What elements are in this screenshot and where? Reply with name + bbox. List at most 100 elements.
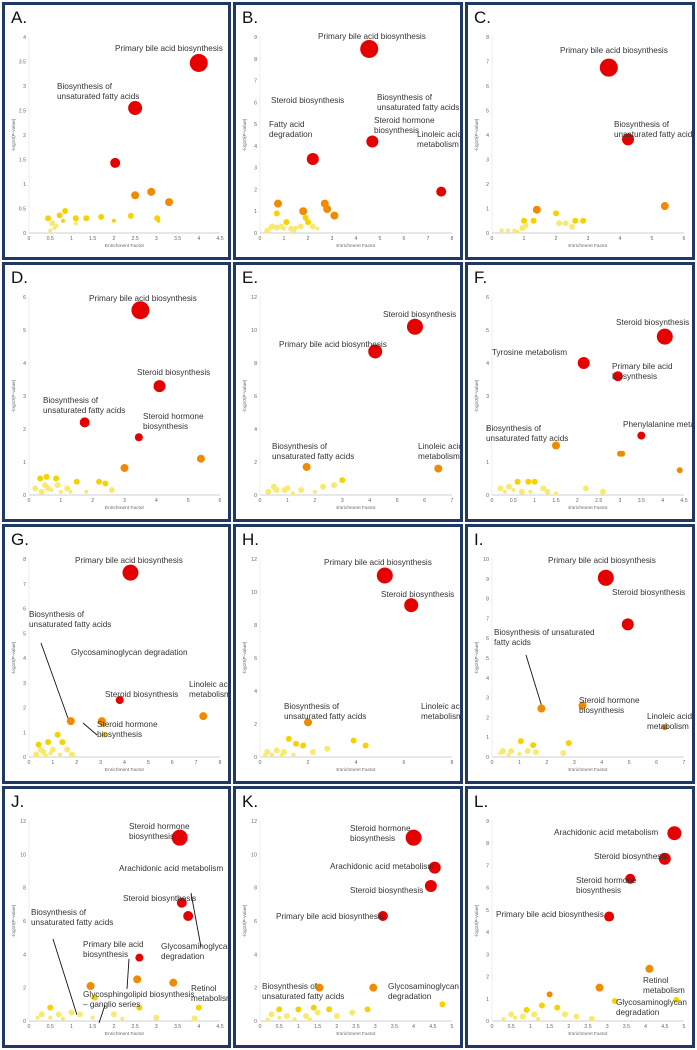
x-tick-label: 6 xyxy=(683,236,686,242)
x-tick-label: 3 xyxy=(374,1024,377,1030)
data-point xyxy=(595,983,604,992)
x-tick-label: 1 xyxy=(283,236,286,242)
data-point xyxy=(66,717,75,726)
x-tick-label: 4 xyxy=(197,236,200,242)
y-tick-label: 3.5 xyxy=(19,60,26,66)
pathway-annotation: Biosynthesis of unsaturated fatty acids xyxy=(31,908,113,927)
x-tick-label: 3 xyxy=(606,1024,609,1030)
x-tick-label: 4 xyxy=(355,760,358,766)
data-point xyxy=(32,485,39,492)
data-point xyxy=(508,748,515,755)
data-point xyxy=(264,227,271,234)
data-point xyxy=(101,731,108,738)
data-point xyxy=(676,467,683,474)
y-tick-label: 0 xyxy=(23,755,26,761)
y-tick-label: 4 xyxy=(254,689,257,695)
y-tick-label: 5 xyxy=(486,109,489,115)
panel-letter: K. xyxy=(242,792,258,811)
y-tick-label: 2 xyxy=(23,133,26,139)
pathway-annotation: Steroid hormone biosynthesis xyxy=(97,720,158,739)
data-point xyxy=(273,487,280,494)
data-point xyxy=(96,478,103,485)
data-point xyxy=(660,202,669,211)
panel-l: L. 0 0.5 1 1.5 2 2.5 3 3.5 4 4.5 5 0 1 2 3 4 5 6 7 8 9 Enrichm… xyxy=(465,786,695,1048)
data-point xyxy=(310,1004,317,1011)
pathway-annotation: Glycosaminoglycan degradation xyxy=(388,982,459,1001)
y-tick-label: 7 xyxy=(486,60,489,66)
data-point xyxy=(176,897,187,908)
data-point xyxy=(281,487,288,494)
y-tick-label: 1.5 xyxy=(19,158,26,164)
x-tick-label: 1.5 xyxy=(552,498,559,504)
data-point xyxy=(434,464,443,473)
x-tick-label: 0 xyxy=(259,498,262,504)
data-point xyxy=(76,1011,83,1018)
data-point xyxy=(582,485,589,492)
data-point xyxy=(588,1015,595,1022)
x-tick-label: 3.5 xyxy=(638,498,645,504)
data-point xyxy=(502,489,507,494)
pathway-annotation: Steroid hormone biosynthesis xyxy=(129,822,190,841)
x-tick-label: 7 xyxy=(427,236,430,242)
data-point xyxy=(428,861,441,874)
data-point xyxy=(599,58,618,77)
y-tick-label: 10 xyxy=(251,328,257,334)
pathway-annotation: Steroid biosynthesis xyxy=(105,690,178,699)
x-tick-label: 5 xyxy=(147,760,150,766)
data-point xyxy=(64,485,71,492)
scatter-chart: H. 0 2 4 6 8 0 2 4 6 8 10 12 Enrichment Factor -log10(… xyxy=(242,530,460,773)
data-point xyxy=(35,1015,40,1020)
y-tick-label: 4 xyxy=(254,427,257,433)
data-point xyxy=(512,228,517,233)
data-point xyxy=(544,488,551,495)
data-point xyxy=(59,739,66,746)
y-tick-label: 7 xyxy=(486,616,489,622)
x-tick-label: 2 xyxy=(75,760,78,766)
data-point xyxy=(290,491,295,496)
data-point xyxy=(273,747,280,754)
data-point xyxy=(519,1013,526,1020)
scatter-chart: F. 0 0.5 1 1.5 2 2.5 3 3.5 4 4.5 0 1 2 3 4 5 6 Enrichment … xyxy=(474,268,692,511)
data-point xyxy=(307,1017,312,1022)
panel-letter: A. xyxy=(11,8,27,27)
x-tick-label: 5 xyxy=(651,236,654,242)
x-tick-label: 0 xyxy=(259,236,262,242)
y-tick-label: 8 xyxy=(486,597,489,603)
data-point xyxy=(265,488,272,495)
panel-i: I. 0 1 2 3 4 5 6 7 0 1 2 3 4 5 6 7 8 9 10 Enrichment Factor -… xyxy=(465,524,695,784)
panel-j: J. 0 0.5 1 1.5 2 2.5 3 3.5 4 4.5 0 2 4 6 8 10 12 Enrichmen… xyxy=(2,786,231,1048)
data-point xyxy=(37,475,44,482)
data-point xyxy=(314,1009,321,1016)
x-tick-label: 2 xyxy=(567,1024,570,1030)
leader-line xyxy=(52,938,78,1016)
data-point xyxy=(554,491,558,496)
data-point xyxy=(270,752,274,757)
data-point xyxy=(658,852,671,865)
scatter-chart: L. 0 0.5 1 1.5 2 2.5 3 3.5 4 4.5 5 0 1 2 3 4 5 6 7 8 9 Enrichm… xyxy=(474,792,687,1037)
data-point xyxy=(405,829,422,846)
data-point xyxy=(265,1017,270,1022)
y-tick-label: 6 xyxy=(486,84,489,90)
y-tick-label: 2 xyxy=(23,986,26,992)
data-point xyxy=(656,328,673,345)
data-point xyxy=(525,478,532,485)
data-point xyxy=(562,220,569,227)
data-point xyxy=(269,223,275,230)
x-tick-label: 4 xyxy=(368,498,371,504)
data-point xyxy=(73,221,78,226)
data-point xyxy=(362,742,369,749)
data-point xyxy=(364,1006,371,1013)
pathway-annotation: Glycosaminoglycan degradation xyxy=(161,942,228,961)
x-tick-label: 2 xyxy=(555,236,558,242)
y-tick-label: 8 xyxy=(254,361,257,367)
data-point xyxy=(577,357,590,369)
data-point xyxy=(530,217,537,224)
panel-letter: E. xyxy=(242,268,258,287)
y-tick-label: 12 xyxy=(20,819,26,825)
y-tick-label: 10 xyxy=(20,852,26,858)
y-tick-label: 10 xyxy=(251,852,257,858)
data-point xyxy=(283,219,290,226)
